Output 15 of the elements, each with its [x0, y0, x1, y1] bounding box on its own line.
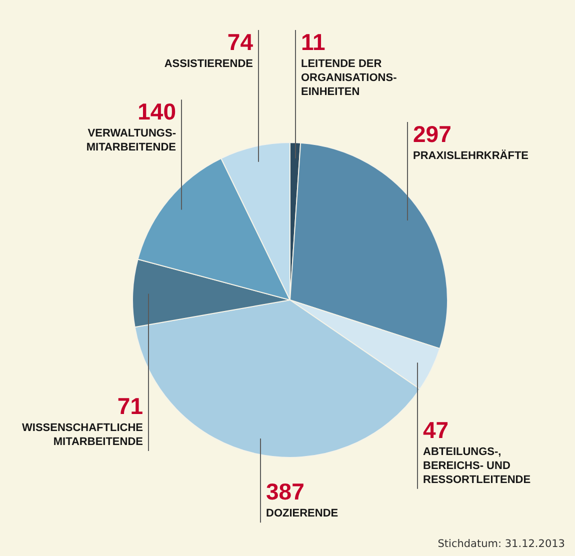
data-label: 47 [423, 416, 449, 443]
data-label: 297 [413, 121, 452, 147]
slice-label: ABTEILUNGS-, BEREICHS- UND RESSORTLEITENDE [423, 446, 531, 486]
text: Stichdatum: 31.12.2013 [438, 538, 565, 550]
data-label: 74 [227, 29, 254, 55]
data-label: 11 [301, 29, 326, 55]
slice-label: LEITENDE DER ORGANISATIONS- EINHEITEN [301, 58, 398, 98]
slice-label: ASSISTIERENDE [164, 58, 253, 70]
data-label: 71 [117, 392, 144, 419]
slice-label: DOZIERENDE [266, 508, 338, 520]
data-label: 387 [266, 478, 304, 505]
data-label: 140 [138, 98, 176, 125]
slice-label: WISSENSCHAFTLICHE MITARBEITENDE [22, 422, 143, 448]
slice-label: PRAXISLEHRKRÄFTE [413, 149, 529, 162]
slice-label: VERWALTUNGS- MITARBEITENDE [86, 128, 176, 154]
